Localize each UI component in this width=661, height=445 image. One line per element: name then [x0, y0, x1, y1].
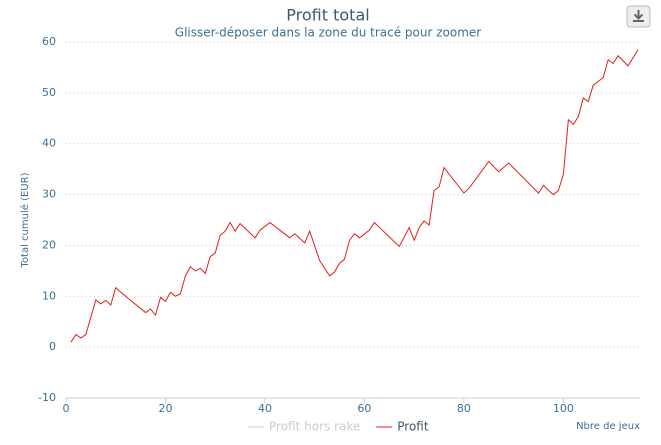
legend-label[interactable]: Profit: [397, 420, 429, 434]
x-axis-title: Nbre de jeux: [576, 421, 640, 432]
chart-subtitle: Glisser-déposer dans la zone du tracé po…: [175, 26, 481, 40]
legend-label[interactable]: Profit hors rake: [269, 420, 360, 434]
y-tick-label: 10: [42, 289, 56, 302]
y-tick-label: 60: [42, 35, 56, 48]
y-tick-label: 50: [42, 86, 56, 99]
export-icon: [633, 10, 644, 22]
y-tick-label: 40: [42, 137, 56, 150]
x-tick-label: 100: [553, 402, 574, 415]
x-tick-label: 80: [457, 402, 471, 415]
x-tick-label: 0: [63, 402, 70, 415]
data-line: [70, 49, 639, 343]
y-tick-label: 20: [42, 238, 56, 251]
y-tick-label: 30: [42, 188, 56, 201]
y-axis-title: Total cumulé (EUR): [19, 172, 31, 268]
x-tick-label: 40: [258, 402, 272, 415]
chart-title: Profit total: [286, 6, 369, 25]
x-tick-label: 60: [357, 402, 371, 415]
y-tick-label: 0: [49, 340, 56, 353]
export-button[interactable]: [626, 5, 651, 28]
y-tick-label: -10: [38, 391, 56, 404]
x-tick-label: 20: [158, 402, 172, 415]
